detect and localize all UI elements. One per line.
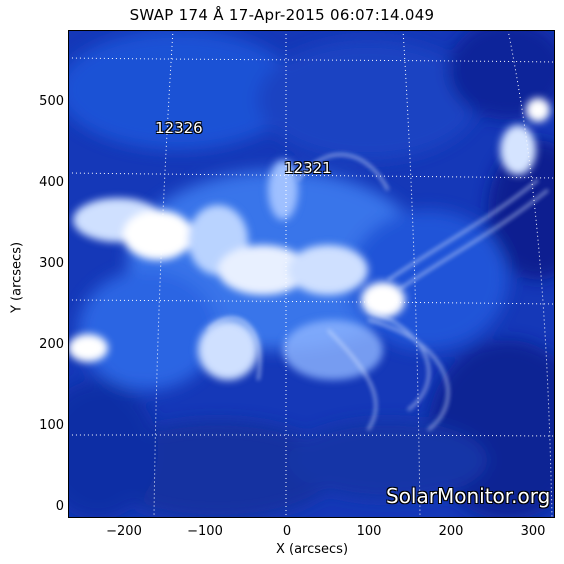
y-tick-label: 100 [39, 418, 64, 433]
x-tick-label: 100 [356, 524, 382, 539]
x-tick-label: 200 [438, 524, 464, 539]
y-tick-label: 400 [39, 175, 64, 190]
coordinate-grid [68, 30, 555, 518]
x-tick-label: −200 [106, 524, 142, 539]
solar-image [68, 30, 555, 518]
x-tick-label: −100 [187, 524, 223, 539]
y-tick-label: 0 [55, 499, 64, 514]
y-tick-label: 200 [39, 337, 64, 352]
x-tick-label: 300 [520, 524, 546, 539]
active-region-label: 12326 [155, 119, 203, 137]
x-tick-label: 0 [282, 524, 292, 539]
watermark: SolarMonitor.org [386, 484, 551, 508]
y-axis-label: Y (arcsecs) [9, 241, 25, 314]
y-tick-label: 300 [39, 256, 64, 271]
active-region-label: 12321 [284, 159, 332, 177]
x-axis-label: X (arcsecs) [275, 542, 349, 557]
y-tick-label: 500 [39, 94, 64, 109]
image-title: SWAP 174 Å 17-Apr-2015 06:07:14.049 [129, 6, 435, 24]
